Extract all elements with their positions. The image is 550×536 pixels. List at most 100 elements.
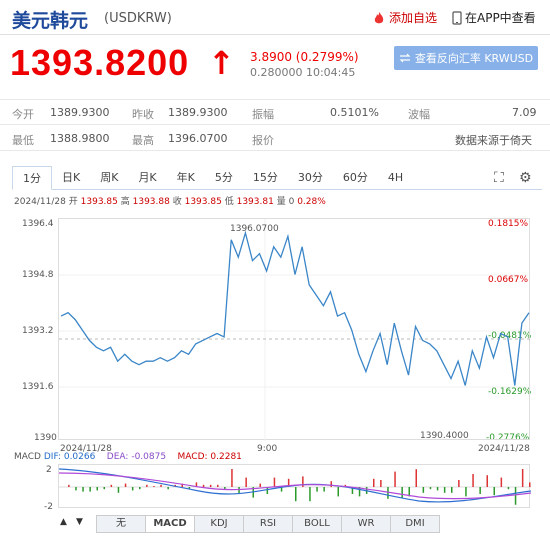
pct-tick-label: -0.1629% [488, 387, 532, 397]
x-label-end: 2024/11/28 [478, 444, 530, 454]
stats-divider-mid [0, 124, 550, 125]
macd-bar [160, 484, 162, 487]
macd-bar [259, 483, 261, 487]
y-tick-label: 1396.4 [22, 219, 54, 229]
tab-1min[interactable]: 1分 [12, 166, 52, 190]
macd-bar [280, 487, 283, 492]
macd-title: MACD [14, 452, 41, 462]
view-in-app-button[interactable]: 在APP中查看 [452, 9, 536, 26]
macd-bar [217, 484, 219, 487]
indicator-tab-wr[interactable]: WR [341, 515, 391, 533]
high-annotation: 1396.0700 [230, 224, 279, 234]
y-tick-label: 1394.8 [22, 270, 54, 280]
macd-bar [273, 477, 276, 487]
stats-divider-top [0, 99, 550, 100]
macd-bar [408, 487, 410, 497]
macd-bar [479, 487, 481, 494]
macd-bar [195, 482, 198, 487]
macd-bar [302, 476, 304, 487]
macd-bar [373, 478, 375, 487]
add-watchlist-label: 添加自选 [389, 11, 438, 25]
fullscreen-icon[interactable]: ⛶ [494, 170, 504, 186]
macd-bar [330, 481, 332, 487]
macd-bar [89, 487, 91, 492]
open-value: 1389.9300 [50, 106, 110, 119]
macd-bar [188, 487, 191, 490]
indicator-tab-dmi[interactable]: DMI [390, 515, 440, 533]
up-arrow-icon: ↑ [208, 44, 235, 82]
info-open-label: 开 [68, 197, 78, 207]
macd-bar [75, 487, 77, 491]
dea-value: -0.0875 [131, 452, 167, 462]
macd-bar [266, 487, 269, 494]
tab-yearly-k[interactable]: 年K [176, 171, 195, 184]
indicator-tab-boll[interactable]: BOLL [292, 515, 342, 533]
macd-bar [68, 484, 70, 487]
phone-icon [452, 10, 462, 25]
data-source: 数据来源于倚天 [455, 134, 532, 147]
info-close: 1393.85 [184, 197, 222, 207]
add-watchlist-button[interactable]: 添加自选 [372, 9, 437, 26]
dif-label: DIF: [43, 452, 61, 462]
macd-bar [436, 487, 439, 491]
pct-tick-label: 0.1815% [488, 219, 529, 229]
stats-divider-bottom [0, 150, 550, 151]
macd-bar [493, 487, 495, 496]
macd-bar [323, 487, 325, 492]
macd-bar [401, 487, 403, 498]
indicator-tab-macd[interactable]: MACD [145, 515, 195, 533]
dea-label: DEA: [106, 452, 129, 462]
scroll-down-icon[interactable]: ▼ [76, 517, 83, 527]
macd-bar [117, 487, 120, 493]
reverse-rate-button[interactable]: 查看反向汇率 KRWUSD [394, 46, 538, 70]
swing-value: 7.09 [512, 106, 537, 119]
indicator-tab-rsi[interactable]: RSI [243, 515, 293, 533]
tab-4h[interactable]: 4H [387, 171, 404, 184]
settings-icon[interactable]: ⚙ [519, 170, 532, 186]
macd-bar [316, 487, 318, 492]
tab-weekly-k[interactable]: 周K [100, 171, 119, 184]
y-tick-label: 1390 [34, 433, 57, 443]
macd-bar [209, 484, 212, 487]
view-in-app-label: 在APP中查看 [465, 11, 536, 25]
indicator-tab-none[interactable]: 无 [96, 515, 146, 533]
macd-bar [167, 487, 169, 490]
scroll-up-icon[interactable]: ▲ [60, 517, 67, 527]
current-price: 1393.8200 [10, 42, 190, 83]
tab-5min[interactable]: 5分 [214, 171, 233, 184]
indicator-tab-kdj[interactable]: KDJ [194, 515, 244, 533]
macd-histogram [68, 469, 531, 505]
bar-info-line: 2024/11/28 开 1393.85 高 1393.88 收 1393.85… [14, 194, 326, 207]
tab-30min[interactable]: 30分 [297, 171, 323, 184]
info-vol: 0 [288, 197, 295, 207]
quote-label: 报价 [252, 134, 274, 147]
low-value: 1388.9800 [50, 132, 110, 145]
macd-bar [287, 478, 290, 487]
amplitude-value: 0.5101% [330, 106, 379, 119]
macd-bar [231, 469, 233, 487]
macd-label: MACD: [177, 452, 208, 462]
tab-15min[interactable]: 15分 [252, 171, 278, 184]
macd-bar [295, 487, 297, 502]
pct-tick-label: -0.0481% [488, 331, 532, 341]
macd-bar [415, 469, 417, 487]
macd-bar [351, 487, 354, 494]
dea-line [58, 472, 532, 500]
tab-monthly-k[interactable]: 月K [138, 171, 157, 184]
pct-tick-label: 0.0667% [488, 275, 529, 285]
macd-bar [465, 487, 467, 497]
macd-bar [337, 487, 339, 497]
quote-time: 0.280000 10:04:45 [250, 66, 356, 79]
macd-chart [58, 468, 532, 505]
info-low-label: 低 [224, 197, 234, 207]
tab-60min[interactable]: 60分 [342, 171, 368, 184]
info-high: 1393.88 [132, 197, 170, 207]
macd-bar [514, 487, 517, 505]
x-label-start: 2024/11/28 [60, 444, 112, 454]
page-title: 美元韩元 [12, 10, 89, 32]
macd-bar [521, 469, 524, 487]
tab-daily-k[interactable]: 日K [62, 171, 81, 184]
intraday-line-chart [59, 219, 531, 441]
indicator-tabs: 无 MACD KDJ RSI BOLL WR DMI [96, 515, 440, 533]
pct-tick-label: -0.2776% [486, 433, 530, 443]
